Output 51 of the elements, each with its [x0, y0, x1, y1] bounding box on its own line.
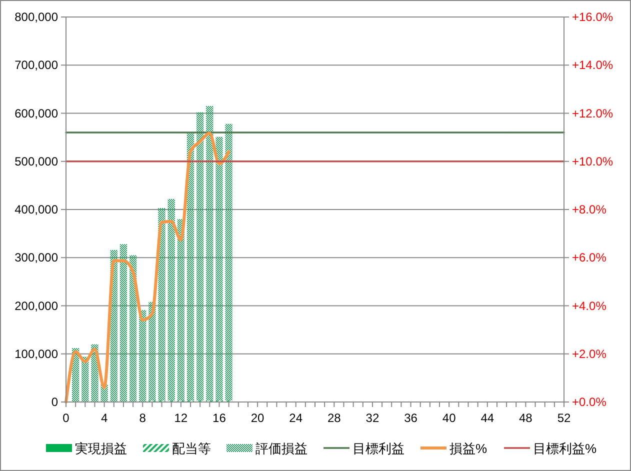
bar [196, 112, 204, 401]
y-tick-label: 200,000 [14, 298, 58, 313]
x-tick-label: 16 [212, 411, 226, 425]
x-tick-label: 32 [366, 411, 380, 425]
x-tick-label: 8 [139, 411, 146, 425]
y2-tick-label: +16.0% [572, 10, 614, 24]
bar [158, 208, 166, 401]
y2-tick-label: +8.0% [572, 202, 607, 216]
bar [168, 198, 175, 401]
legend-label: 評価損益 [256, 441, 308, 456]
bar [120, 244, 128, 402]
bar [148, 302, 156, 401]
y2-tick-label: +14.0% [572, 58, 614, 72]
legend-label: 配当等 [172, 441, 211, 456]
y-tick-label: 800,000 [14, 10, 58, 24]
bar [129, 255, 137, 402]
y-tick-label: 500,000 [14, 154, 58, 168]
x-tick-label: 36 [404, 411, 418, 425]
y-tick-label: 700,000 [14, 58, 58, 72]
x-tick-label: 0 [62, 411, 70, 425]
y2-tick-label: +10.0% [572, 154, 614, 168]
bar [139, 310, 146, 402]
y2-tick-label: +4.0% [572, 298, 607, 313]
legend-label: 目標利益% [533, 441, 597, 456]
line-series [64, 132, 230, 404]
legend-label: 損益% [450, 441, 488, 456]
bar [186, 133, 194, 401]
x-tick-label: 48 [519, 411, 533, 425]
y-tick-label: 600,000 [14, 106, 58, 120]
y-tick-label: 0 [51, 395, 58, 409]
x-tick-label: 12 [174, 411, 188, 425]
y2-tick-label: +12.0% [572, 106, 614, 120]
x-tick-label: 28 [327, 411, 342, 425]
bar [177, 219, 185, 401]
x-tick-label: 20 [250, 411, 265, 425]
x-tick-label: 24 [289, 411, 303, 425]
y2-tick-label: +0.0% [572, 395, 607, 409]
y-tick-label: 300,000 [14, 250, 58, 265]
x-tick-label: 44 [480, 411, 494, 425]
legend-label: 目標利益 [352, 441, 404, 456]
bar [225, 124, 232, 401]
x-tick-label: 40 [442, 411, 456, 425]
x-tick-label: 4 [100, 411, 108, 425]
y2-tick-label: +2.0% [572, 346, 607, 361]
bar [216, 136, 223, 401]
x-tick-label: 52 [557, 411, 571, 425]
bar [206, 106, 214, 401]
y-tick-label: 100,000 [14, 346, 58, 361]
y2-tick-label: +6.0% [572, 250, 607, 265]
y-tick-label: 400,000 [14, 202, 58, 216]
legend-label: 実現損益 [75, 441, 127, 456]
